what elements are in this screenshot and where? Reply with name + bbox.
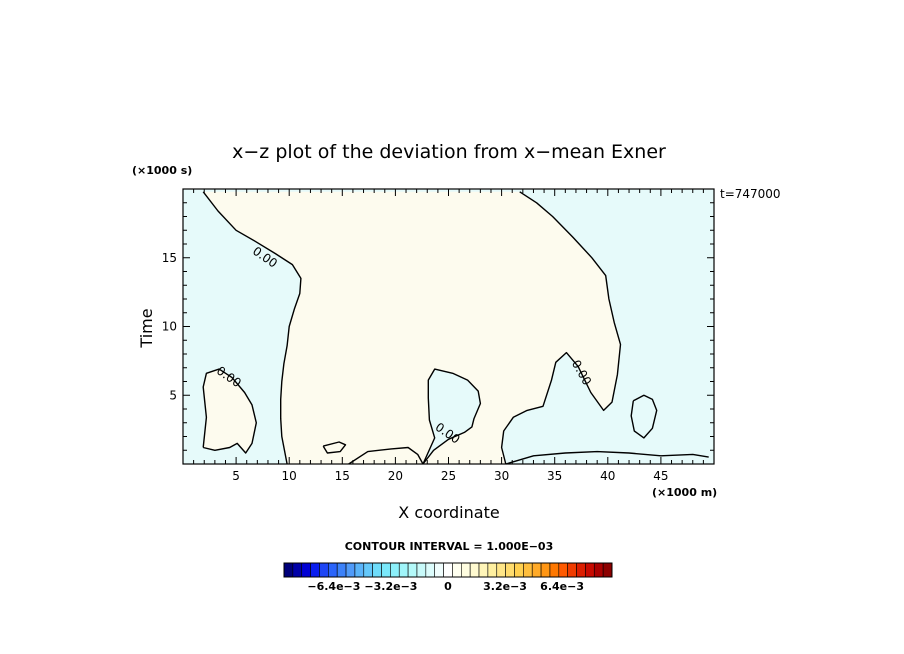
- negative-lobe: [423, 369, 481, 464]
- colorbar-swatch: [478, 562, 489, 578]
- colorbar-swatch: [390, 562, 400, 578]
- colorbar-tick-label: −6.4e−3: [307, 580, 360, 593]
- colorbar-swatch: [460, 562, 471, 578]
- colorbar-swatch: [292, 562, 303, 578]
- colorbar-swatch: [469, 562, 480, 578]
- colorbar-tick-label: 3.2e−3: [483, 580, 527, 593]
- y-tick-label: 10: [162, 320, 177, 334]
- colorbar-swatch: [283, 562, 294, 578]
- x-tick-label: 10: [282, 469, 297, 483]
- colorbar-swatch: [407, 562, 418, 578]
- colorbar-swatch: [602, 562, 613, 578]
- colorbar-swatch: [328, 562, 338, 578]
- x-tick-label: 35: [547, 469, 562, 483]
- colorbar-swatch: [319, 562, 329, 578]
- colorbar-swatch: [372, 562, 382, 578]
- x-tick-label: 25: [441, 469, 456, 483]
- colorbar-swatch: [310, 562, 320, 578]
- colorbar-swatch: [576, 562, 586, 578]
- colorbar-swatch: [452, 562, 462, 578]
- colorbar-swatch: [336, 562, 347, 578]
- colorbar-swatch: [540, 562, 551, 578]
- y-tick-label: 15: [162, 251, 177, 265]
- contour-line-middle-lobe: [422, 368, 482, 465]
- colorbar-tick-label: 6.4e−3: [540, 580, 584, 593]
- y-unit-label: (×1000 s): [132, 164, 192, 177]
- x-axis-label: X coordinate: [398, 503, 499, 522]
- time-stamp: t=747000: [720, 187, 781, 201]
- colorbar-swatch: [523, 562, 533, 578]
- contour-line-right-boundary: [500, 191, 622, 465]
- colorbar-swatch: [363, 562, 373, 578]
- colorbar-swatch: [487, 562, 498, 578]
- x-tick-label: 5: [232, 469, 240, 483]
- contour-line-bottom-edge-segment: [348, 446, 424, 465]
- contour-line-bottom-right-segment: [505, 450, 709, 465]
- x-tick-label: 15: [335, 469, 350, 483]
- colorbar-swatch: [416, 562, 427, 578]
- colorbar-swatch: [345, 562, 356, 578]
- contour-line-left-boundary: [202, 191, 302, 465]
- colorbar-swatch: [301, 562, 311, 578]
- colorbar-swatch: [443, 562, 453, 578]
- positive-region: [203, 191, 621, 465]
- colorbar-swatch: [354, 562, 365, 578]
- colorbar-swatch: [567, 562, 577, 578]
- positive-lobe: [203, 369, 257, 453]
- colorbar-tick-label: −3.2e−3: [364, 580, 417, 593]
- x-tick-label: 45: [653, 469, 668, 483]
- colorbar-swatch: [531, 562, 542, 578]
- colorbar-swatch: [434, 562, 444, 578]
- contour-interval-text: CONTOUR INTERVAL = 1.000E−03: [345, 540, 554, 553]
- x-unit-label: (×1000 m): [652, 486, 717, 499]
- colorbar-swatch: [514, 562, 524, 578]
- contour-line-lower-left-lobe: [202, 368, 257, 454]
- chart-title: x−z plot of the deviation from x−mean Ex…: [232, 141, 666, 163]
- x-tick-label: 40: [600, 469, 615, 483]
- colorbar-swatch: [549, 562, 560, 578]
- colorbar-swatch: [505, 562, 515, 578]
- colorbar-swatch: [381, 562, 391, 578]
- colorbar-swatch: [496, 562, 506, 578]
- contour-line-right-island: [630, 394, 658, 439]
- contour-line-bottom-small-blob: [322, 441, 347, 454]
- colorbar-frame: [283, 562, 613, 578]
- colorbar-tick-label: 0: [444, 580, 452, 593]
- colorbar-swatch: [425, 562, 436, 578]
- colorbar-swatch: [398, 562, 409, 578]
- colorbar-swatch: [558, 562, 568, 578]
- x-tick-label: 20: [388, 469, 403, 483]
- y-tick-label: 5: [169, 388, 177, 402]
- colorbar: −6.4e−3 −3.2e−3 0 3.2e−3 6.4e−3: [283, 562, 613, 593]
- x-tick-label: 30: [494, 469, 509, 483]
- colorbar-swatch: [593, 562, 604, 578]
- colorbar-swatch: [585, 562, 595, 578]
- y-axis-label: Time: [137, 308, 156, 348]
